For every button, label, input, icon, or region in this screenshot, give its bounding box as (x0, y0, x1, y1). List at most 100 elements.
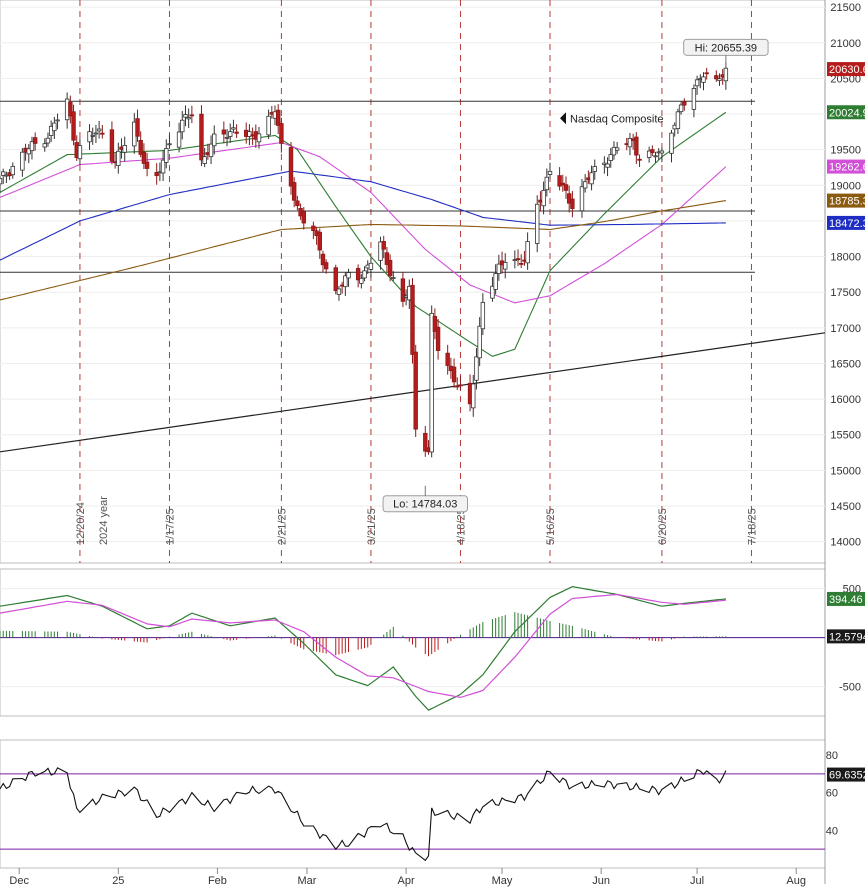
candle-body (180, 119, 185, 133)
price-tick-label: 14000 (830, 537, 861, 549)
expiration-label: 12/20/24 (75, 502, 87, 545)
candle-body (359, 277, 364, 284)
price-tick-label: 19500 (830, 145, 861, 157)
rsi-line (0, 767, 727, 862)
rsi-tick-label: 80 (826, 750, 838, 762)
price-tick-label: 17500 (830, 287, 861, 299)
candle-body (122, 145, 127, 153)
candle-body (451, 366, 457, 383)
price-tick-label: 21000 (830, 38, 861, 50)
candle-body (90, 135, 95, 137)
candle-body (503, 262, 508, 270)
candle-body (694, 79, 700, 87)
candle-body (346, 272, 351, 279)
x-tick-label: Jul (690, 875, 704, 887)
candle-body (400, 278, 406, 302)
expiration-label: 2/21/25 (276, 508, 288, 545)
candle-body (224, 136, 230, 139)
candle-body (490, 285, 495, 299)
candle-body (116, 150, 121, 167)
candle-body (493, 273, 498, 290)
candle-body (26, 148, 31, 155)
x-tick-label: 25 (112, 875, 124, 887)
expiration-label: 5/16/25 (545, 508, 557, 545)
value-tag: 12.5794 (827, 629, 865, 644)
candle-body (455, 385, 460, 388)
candle-body (563, 184, 569, 191)
candle-body (0, 171, 6, 176)
candles (0, 62, 729, 458)
candle-body (541, 189, 546, 207)
candle-body (378, 241, 383, 261)
candle-body (659, 150, 665, 154)
candle-body (637, 158, 642, 161)
candle-body (384, 252, 390, 265)
candle-body (164, 148, 169, 163)
candle-body (362, 270, 367, 279)
candle-body (109, 129, 115, 162)
candle-body (525, 241, 530, 264)
candle-body (675, 111, 681, 129)
expiration-label: 3/21/25 (366, 508, 378, 545)
candle-body (29, 141, 35, 152)
candle-body (291, 182, 297, 201)
pane-frame-3 (0, 739, 826, 869)
value-tag-text: 18785.3 (829, 196, 865, 208)
price-tick-label: 16000 (830, 394, 861, 406)
candle-body (144, 161, 150, 169)
annotation: Lo: 14784.03 (382, 485, 468, 513)
candle-body (167, 143, 172, 146)
expiration-label: 1/17/25 (164, 508, 176, 545)
candle-body (154, 172, 159, 177)
candle-body (496, 263, 502, 274)
candle-body (474, 356, 479, 381)
candle-body (183, 114, 188, 118)
value-tag-box (827, 215, 865, 230)
price-tick-label: 21500 (830, 2, 861, 14)
value-tag-box (827, 159, 865, 174)
x-tick-label: Feb (208, 875, 227, 887)
candle-body (275, 109, 281, 126)
candle-body (413, 351, 418, 430)
x-tick-label: May (492, 875, 513, 887)
price-tick-label: 19000 (830, 180, 861, 192)
value-tag-box (827, 62, 865, 77)
candle-body (228, 131, 233, 137)
value-tag-text: 69.6352 (829, 770, 865, 782)
candle-body (646, 150, 652, 158)
candle-body (266, 115, 271, 136)
price-tick-label: 18000 (830, 252, 861, 264)
price-tick-label: 15000 (830, 465, 861, 477)
x-tick-label: Apr (398, 875, 415, 887)
candle-body (544, 176, 550, 191)
candle-body (368, 262, 374, 270)
candle-body (669, 132, 674, 154)
candle-body (295, 200, 300, 207)
annotation: Hi: 20655.39 (683, 38, 769, 68)
value-tag: 20630.6 (827, 62, 865, 77)
value-tag: 18472.3 (827, 215, 865, 230)
candle-body (202, 156, 207, 164)
annotation-text: Nasdaq Composite (570, 113, 664, 125)
candle-body (221, 129, 227, 135)
candle-body (429, 312, 434, 453)
value-tag-text: 12.5794 (829, 631, 865, 643)
candle-body (199, 113, 204, 161)
candle-body (320, 253, 326, 266)
value-tag: 69.6352 (827, 767, 865, 782)
price-tick-label: 16500 (830, 358, 861, 370)
candle-body (678, 104, 684, 113)
candle-body (714, 75, 719, 80)
candle-body (176, 131, 182, 148)
value-tag-box (827, 629, 865, 644)
candle-body (391, 276, 396, 279)
moving-average-line (0, 170, 726, 261)
year-marker-label: 2024 year (98, 496, 110, 545)
candle-body (247, 131, 252, 137)
candle-body (141, 151, 147, 164)
candle-body (381, 241, 386, 250)
value-tag-text: 394.46 (829, 594, 863, 606)
candle-body (96, 128, 102, 132)
value-tag-box (827, 767, 865, 782)
